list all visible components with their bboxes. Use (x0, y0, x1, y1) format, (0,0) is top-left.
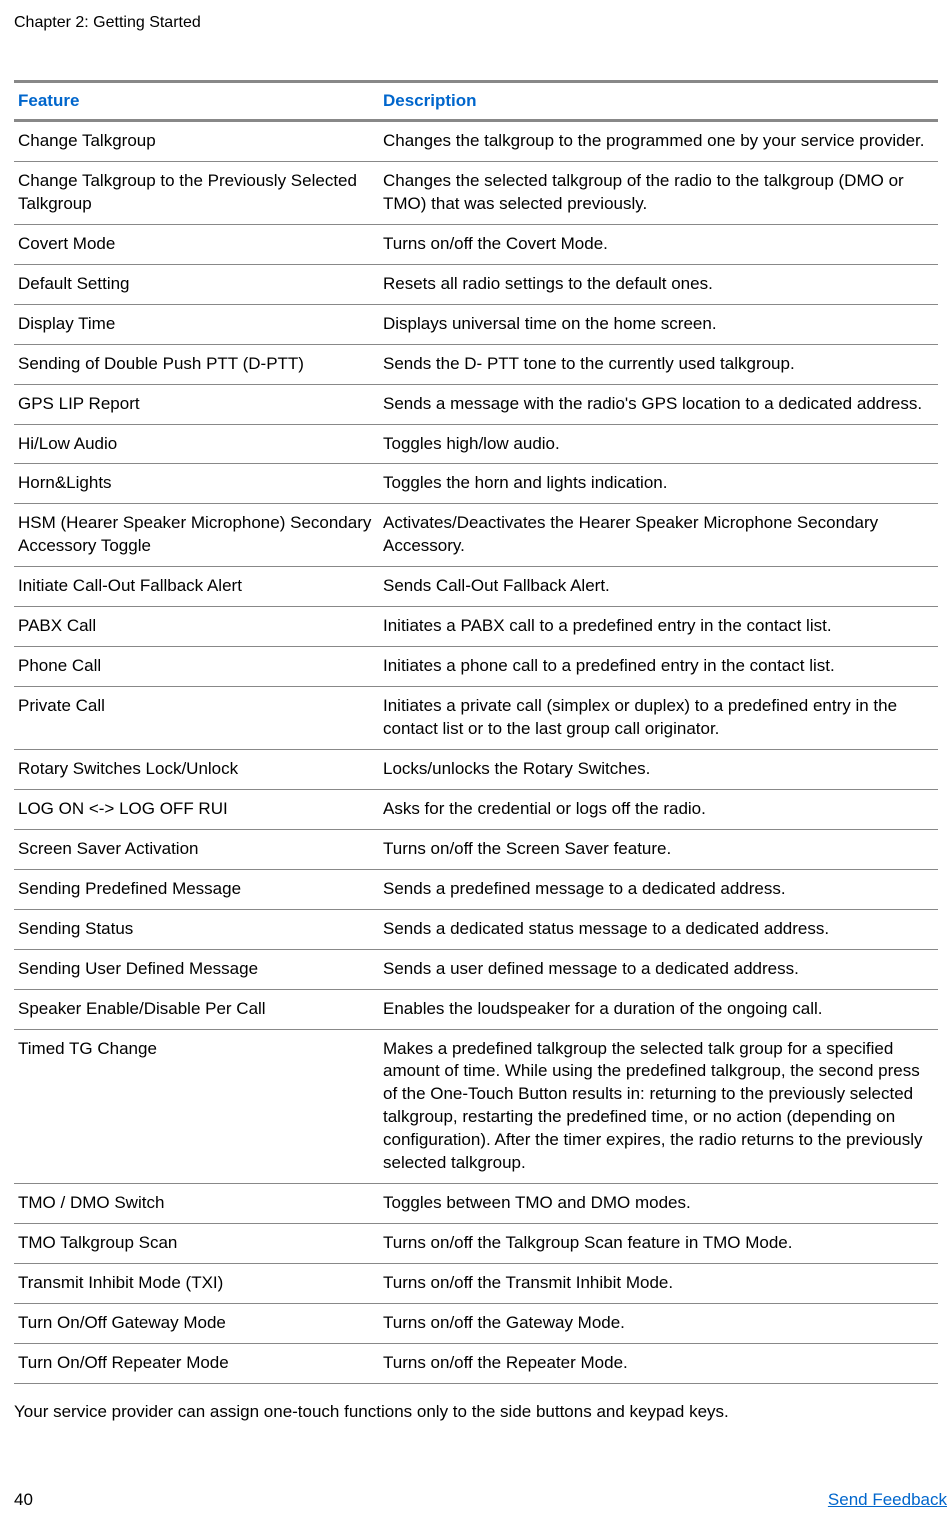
table-row: Sending User Defined MessageSends a user… (14, 949, 938, 989)
description-cell: Sends Call-Out Fallback Alert. (379, 567, 938, 607)
description-cell: Toggles the horn and lights indication. (379, 464, 938, 504)
table-row: Sending StatusSends a dedicated status m… (14, 909, 938, 949)
table-row: Timed TG ChangeMakes a predefined talkgr… (14, 1029, 938, 1184)
feature-cell: Initiate Call-Out Fallback Alert (14, 567, 379, 607)
feature-cell: GPS LIP Report (14, 384, 379, 424)
feature-cell: Sending Predefined Message (14, 869, 379, 909)
table-row: Rotary Switches Lock/UnlockLocks/unlocks… (14, 749, 938, 789)
feature-cell: Phone Call (14, 647, 379, 687)
column-header-feature: Feature (14, 82, 379, 121)
table-row: TMO Talkgroup ScanTurns on/off the Talkg… (14, 1224, 938, 1264)
feature-cell: PABX Call (14, 607, 379, 647)
table-row: Initiate Call-Out Fallback AlertSends Ca… (14, 567, 938, 607)
description-cell: Resets all radio settings to the default… (379, 264, 938, 304)
table-row: Sending Predefined MessageSends a predef… (14, 869, 938, 909)
table-row: Private CallInitiates a private call (si… (14, 687, 938, 750)
table-row: Hi/Low AudioToggles high/low audio. (14, 424, 938, 464)
table-row: Horn&LightsToggles the horn and lights i… (14, 464, 938, 504)
description-cell: Turns on/off the Transmit Inhibit Mode. (379, 1264, 938, 1304)
description-cell: Initiates a private call (simplex or dup… (379, 687, 938, 750)
description-cell: Toggles between TMO and DMO modes. (379, 1184, 938, 1224)
description-cell: Asks for the credential or logs off the … (379, 789, 938, 829)
table-row: Screen Saver ActivationTurns on/off the … (14, 829, 938, 869)
chapter-header: Chapter 2: Getting Started (14, 14, 951, 32)
feature-cell: TMO Talkgroup Scan (14, 1224, 379, 1264)
column-header-description: Description (379, 82, 938, 121)
table-header-row: Feature Description (14, 82, 938, 121)
feature-cell: Change Talkgroup (14, 121, 379, 162)
feature-cell: HSM (Hearer Speaker Microphone) Secondar… (14, 504, 379, 567)
description-cell: Initiates a phone call to a predefined e… (379, 647, 938, 687)
feature-cell: Speaker Enable/Disable Per Call (14, 989, 379, 1029)
feature-cell: Display Time (14, 304, 379, 344)
description-cell: Turns on/off the Talkgroup Scan feature … (379, 1224, 938, 1264)
feature-cell: Turn On/Off Gateway Mode (14, 1303, 379, 1343)
description-cell: Turns on/off the Gateway Mode. (379, 1303, 938, 1343)
table-row: Speaker Enable/Disable Per CallEnables t… (14, 989, 938, 1029)
description-cell: Changes the talkgroup to the programmed … (379, 121, 938, 162)
description-cell: Displays universal time on the home scre… (379, 304, 938, 344)
feature-cell: LOG ON <-> LOG OFF RUI (14, 789, 379, 829)
feature-cell: Screen Saver Activation (14, 829, 379, 869)
table-row: Turn On/Off Gateway ModeTurns on/off the… (14, 1303, 938, 1343)
table-row: Change Talkgroup to the Previously Selec… (14, 161, 938, 224)
feature-cell: Default Setting (14, 264, 379, 304)
description-cell: Sends a user defined message to a dedica… (379, 949, 938, 989)
table-row: GPS LIP ReportSends a message with the r… (14, 384, 938, 424)
description-cell: Sends a dedicated status message to a de… (379, 909, 938, 949)
description-cell: Turns on/off the Covert Mode. (379, 224, 938, 264)
description-cell: Toggles high/low audio. (379, 424, 938, 464)
table-row: LOG ON <-> LOG OFF RUIAsks for the crede… (14, 789, 938, 829)
table-row: Display TimeDisplays universal time on t… (14, 304, 938, 344)
description-cell: Sends a predefined message to a dedicate… (379, 869, 938, 909)
feature-cell: Timed TG Change (14, 1029, 379, 1184)
feature-cell: Transmit Inhibit Mode (TXI) (14, 1264, 379, 1304)
table-row: Change TalkgroupChanges the talkgroup to… (14, 121, 938, 162)
table-row: Turn On/Off Repeater ModeTurns on/off th… (14, 1343, 938, 1383)
page-number: 40 (14, 1490, 33, 1510)
feature-cell: Hi/Low Audio (14, 424, 379, 464)
feature-cell: Private Call (14, 687, 379, 750)
description-cell: Sends a message with the radio's GPS loc… (379, 384, 938, 424)
table-row: Transmit Inhibit Mode (TXI)Turns on/off … (14, 1264, 938, 1304)
table-row: HSM (Hearer Speaker Microphone) Secondar… (14, 504, 938, 567)
feature-cell: Sending User Defined Message (14, 949, 379, 989)
feature-cell: Sending Status (14, 909, 379, 949)
feature-cell: Covert Mode (14, 224, 379, 264)
table-row: Sending of Double Push PTT (D-PTT)Sends … (14, 344, 938, 384)
table-row: Covert ModeTurns on/off the Covert Mode. (14, 224, 938, 264)
feature-cell: TMO / DMO Switch (14, 1184, 379, 1224)
table-row: Phone CallInitiates a phone call to a pr… (14, 647, 938, 687)
description-cell: Initiates a PABX call to a predefined en… (379, 607, 938, 647)
feature-cell: Rotary Switches Lock/Unlock (14, 749, 379, 789)
feature-cell: Horn&Lights (14, 464, 379, 504)
description-cell: Turns on/off the Repeater Mode. (379, 1343, 938, 1383)
description-cell: Enables the loudspeaker for a duration o… (379, 989, 938, 1029)
description-cell: Changes the selected talkgroup of the ra… (379, 161, 938, 224)
feature-cell: Sending of Double Push PTT (D-PTT) (14, 344, 379, 384)
table-row: PABX CallInitiates a PABX call to a pred… (14, 607, 938, 647)
description-cell: Turns on/off the Screen Saver feature. (379, 829, 938, 869)
table-row: Default SettingResets all radio settings… (14, 264, 938, 304)
table-row: TMO / DMO SwitchToggles between TMO and … (14, 1184, 938, 1224)
description-cell: Activates/Deactivates the Hearer Speaker… (379, 504, 938, 567)
footer-note: Your service provider can assign one-tou… (14, 1402, 951, 1422)
feature-cell: Change Talkgroup to the Previously Selec… (14, 161, 379, 224)
page-footer: 40 Send Feedback (14, 1490, 947, 1510)
feedback-link[interactable]: Send Feedback (828, 1490, 947, 1510)
description-cell: Makes a predefined talkgroup the selecte… (379, 1029, 938, 1184)
description-cell: Locks/unlocks the Rotary Switches. (379, 749, 938, 789)
feature-table: Feature Description Change TalkgroupChan… (14, 80, 938, 1384)
feature-cell: Turn On/Off Repeater Mode (14, 1343, 379, 1383)
description-cell: Sends the D- PTT tone to the currently u… (379, 344, 938, 384)
